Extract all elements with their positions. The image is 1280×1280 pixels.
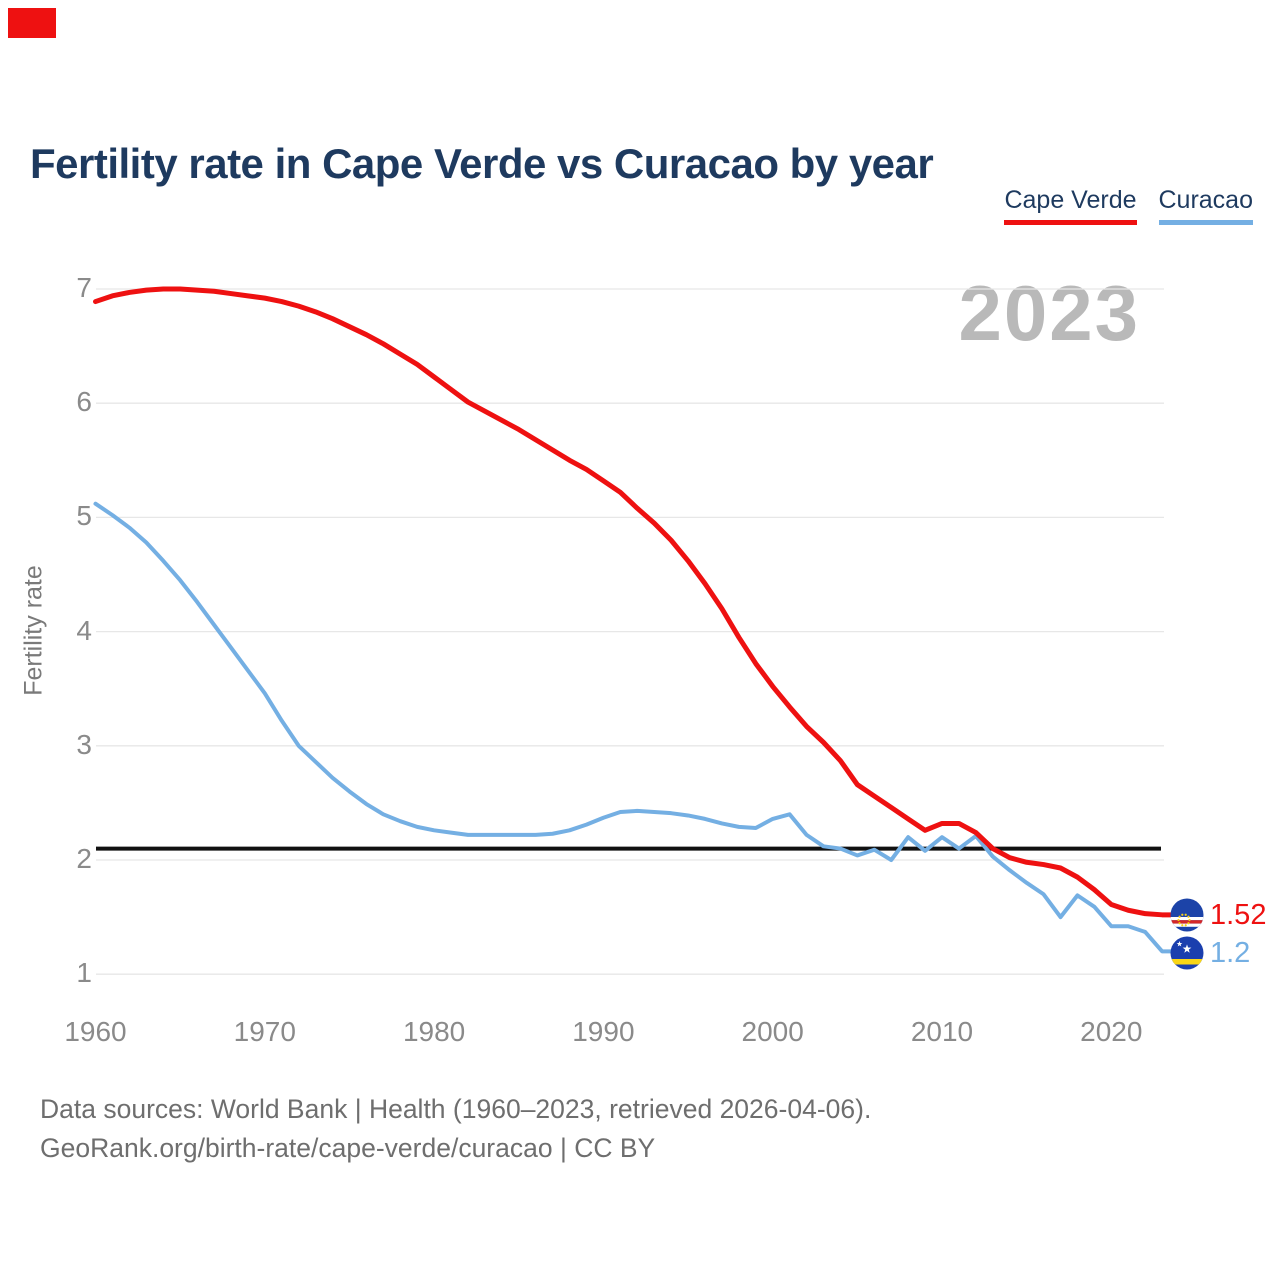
- y-tick-label-6: 6: [76, 386, 92, 418]
- x-tick-label-2000: 2000: [741, 1016, 804, 1047]
- x-tick-label-1990: 1990: [572, 1016, 635, 1047]
- corner-marker: [8, 8, 56, 38]
- x-tick-label-1980: 1980: [402, 1016, 466, 1047]
- page-title: Fertility rate in Cape Verde vs Curacao …: [30, 140, 934, 188]
- y-tick-label-2: 2: [76, 843, 92, 874]
- x-tick-label-1960: 1960: [64, 1016, 127, 1047]
- legend: Cape Verde Curacao: [1004, 186, 1253, 225]
- end-value-cape-verde: 1.52: [1210, 899, 1267, 931]
- cape-verde-flag-icon: [1170, 898, 1204, 932]
- source-attribution: Data sources: World Bank | Health (1960–…: [40, 1090, 871, 1168]
- source-line: Data sources: World Bank | Health (1960–…: [40, 1094, 872, 1124]
- legend-item-curacao[interactable]: Curacao: [1158, 186, 1254, 225]
- series-line-cape-verde: [93, 286, 1175, 918]
- x-tick-label-1970: 1970: [233, 1016, 296, 1047]
- legend-label-curacao: Curacao: [1158, 186, 1254, 214]
- y-tick-label-1: 1: [76, 957, 92, 989]
- watermark-year: 2023: [958, 269, 1140, 357]
- end-value-curacao: 1.2: [1210, 937, 1251, 969]
- y-tick-label-5: 5: [76, 500, 92, 532]
- x-tick-label-2020: 2020: [1080, 1016, 1143, 1047]
- y-tick-label-7: 7: [76, 272, 92, 303]
- legend-item-cape-verde[interactable]: Cape Verde: [1004, 186, 1137, 225]
- license-line: GeoRank.org/birth-rate/cape-verde/curaca…: [40, 1133, 656, 1163]
- x-tick-label-2010: 2010: [910, 1016, 974, 1047]
- curacao-flag-icon: [1170, 936, 1204, 970]
- y-tick-label-4: 4: [76, 614, 92, 646]
- series-line-curacao: [93, 501, 1174, 954]
- y-tick-label-3: 3: [76, 728, 92, 760]
- legend-label-cape-verde: Cape Verde: [1004, 186, 1137, 214]
- y-axis-title: Fertility rate: [19, 565, 48, 696]
